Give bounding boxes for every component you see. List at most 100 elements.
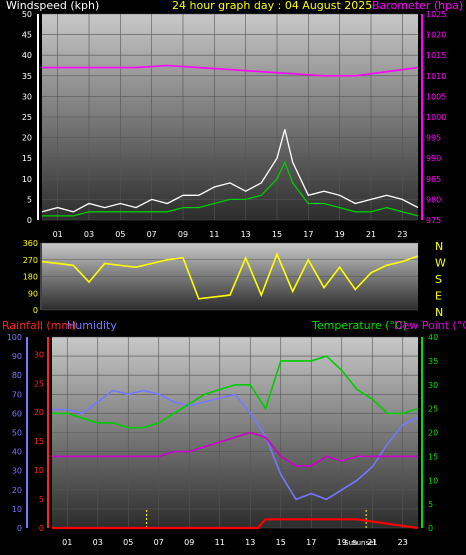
chart2-tick-label: 180: [23, 273, 38, 282]
chart3-series-line: [52, 355, 419, 429]
chart1-left-tick-label: 30: [22, 92, 32, 101]
chart3-x-tick-label: 17: [306, 538, 316, 547]
barometer-axis-label: Barometer (hpa): [372, 0, 464, 12]
chart3-x-tick-label: 03: [93, 538, 103, 547]
chart1-right-tick-label: 995: [426, 134, 441, 143]
chart-title: 24 hour graph day : 04 August 2025: [172, 0, 373, 12]
chart1-series-line: [42, 64, 419, 77]
chart3-rain-tick-label: 5: [39, 495, 44, 504]
chart2-direction-label: E: [435, 290, 442, 303]
chart3-rain-tick-label: 0: [39, 524, 44, 533]
chart1-x-tick-label: 11: [209, 230, 219, 239]
windspeed-axis-label: Windspeed (kph): [6, 0, 100, 12]
chart3-rain-tick-label: 30: [34, 350, 44, 359]
chart1-right-tick-label: 985: [426, 175, 441, 184]
chart3-series-line: [52, 389, 419, 501]
chart3-series-line: [52, 431, 418, 467]
chart2-direction-label: N: [435, 306, 443, 319]
chart1-left-tick-label: 20: [22, 134, 32, 143]
chart1-right-tick-label: 1000: [426, 113, 446, 122]
chart2-direction-label: S: [435, 273, 442, 286]
chart1-right-tick-label: 1025: [426, 10, 446, 19]
chart3-x-tick-label: 13: [245, 538, 255, 547]
chart2-direction-label: W: [435, 257, 446, 270]
chart3-rain-tick-label: 25: [34, 379, 44, 388]
chart3-humidity-tick-label: 40: [12, 448, 22, 457]
chart3-humidity-tick-label: 50: [12, 429, 22, 438]
chart1-left-tick-label: 50: [22, 10, 32, 19]
chart1-series-line: [42, 160, 419, 217]
chart1-left-tick-label: 25: [22, 113, 32, 122]
chart1-x-tick-label: 01: [53, 230, 63, 239]
chart1-right-tick-label: 1010: [426, 72, 446, 81]
chart3-rain-tick-label: 15: [34, 437, 44, 446]
chart1-left-tick-label: 10: [22, 175, 32, 184]
chart1-right-tick-label: 975: [426, 216, 441, 225]
chart1-x-tick-label: 17: [303, 230, 313, 239]
chart3-humidity-tick-label: 70: [12, 390, 22, 399]
sunset-label: Sunset: [352, 539, 376, 547]
chart3-x-tick-label: 19: [337, 538, 347, 547]
chart2-tick-label: 360: [23, 239, 38, 248]
chart2-series-line: [41, 252, 419, 300]
chart3-temp-tick-label: 40: [428, 333, 438, 342]
temperature-axis-label: Temperature (°C): [312, 319, 407, 332]
chart3-humidity-tick-label: 20: [12, 486, 22, 495]
chart3-x-tick-label: 21: [367, 538, 377, 547]
dewpoint-axis-label: Dew Point (°C): [394, 319, 466, 332]
humidity-axis-label: Humidity: [67, 319, 117, 332]
sunrise-label: Sun: [344, 539, 357, 547]
chart1-x-tick-label: 03: [84, 230, 94, 239]
chart1-left-tick-label: 0: [27, 216, 32, 225]
chart2-tick-label: 0: [33, 306, 38, 315]
chart3-temp-tick-label: 35: [428, 357, 438, 366]
chart3-x-tick-label: 11: [215, 538, 225, 547]
chart1-left-tick-label: 15: [22, 154, 32, 163]
chart3-x-tick-label: 09: [184, 538, 194, 547]
chart3-rain-tick-label: 20: [34, 408, 44, 417]
chart1-left-tick-label: 40: [22, 51, 32, 60]
chart3-temp-tick-label: 15: [428, 452, 438, 461]
chart3-humidity-tick-label: 10: [12, 505, 22, 514]
chart1-right-tick-label: 980: [426, 195, 441, 204]
chart3-x-tick-label: 05: [123, 538, 133, 547]
chart3-humidity-tick-label: 90: [12, 352, 22, 361]
chart1-x-tick-label: 19: [335, 230, 345, 239]
chart1-x-tick-label: 21: [366, 230, 376, 239]
chart3-temp-tick-label: 30: [428, 381, 438, 390]
chart2-direction-label: N: [435, 240, 443, 253]
chart3-x-tick-label: 15: [276, 538, 286, 547]
chart3-humidity-tick-label: 80: [12, 371, 22, 380]
chart2-tick-label: 270: [23, 256, 38, 265]
chart1-right-tick-label: 990: [426, 154, 441, 163]
chart3-x-tick-label: 23: [398, 538, 408, 547]
chart1-x-tick-label: 13: [241, 230, 251, 239]
chart3-temp-tick-label: 10: [428, 476, 438, 485]
chart1-right-tick-label: 1020: [426, 31, 446, 40]
chart3-humidity-tick-label: 60: [12, 409, 22, 418]
chart1-x-tick-label: 23: [397, 230, 407, 239]
chart1-x-tick-label: 07: [147, 230, 157, 239]
chart3-temp-tick-label: 5: [428, 500, 433, 509]
chart1-left-tick-label: 5: [27, 195, 32, 204]
chart1-x-tick-label: 05: [115, 230, 125, 239]
chart3-x-tick-label: 07: [154, 538, 164, 547]
chart3-temp-tick-label: 20: [428, 429, 438, 438]
chart3-humidity-tick-label: 100: [7, 333, 22, 342]
chart1-right-tick-label: 1015: [426, 51, 446, 60]
rainfall-axis-label: Rainfall (mm): [2, 319, 77, 332]
chart1-x-tick-label: 15: [272, 230, 282, 239]
chart3-temp-tick-label: 0: [428, 524, 433, 533]
chart1-right-tick-label: 1005: [426, 92, 446, 101]
chart1-left-tick-label: 35: [22, 72, 32, 81]
chart3-series-line: [52, 518, 419, 530]
chart3-humidity-tick-label: 30: [12, 467, 22, 476]
chart1-x-tick-label: 09: [178, 230, 188, 239]
chart3-temp-tick-label: 25: [428, 405, 438, 414]
chart3-humidity-tick-label: 0: [17, 524, 22, 533]
chart2-tick-label: 90: [28, 289, 38, 298]
chart1-left-tick-label: 45: [22, 31, 32, 40]
chart1-series-line: [41, 129, 419, 213]
